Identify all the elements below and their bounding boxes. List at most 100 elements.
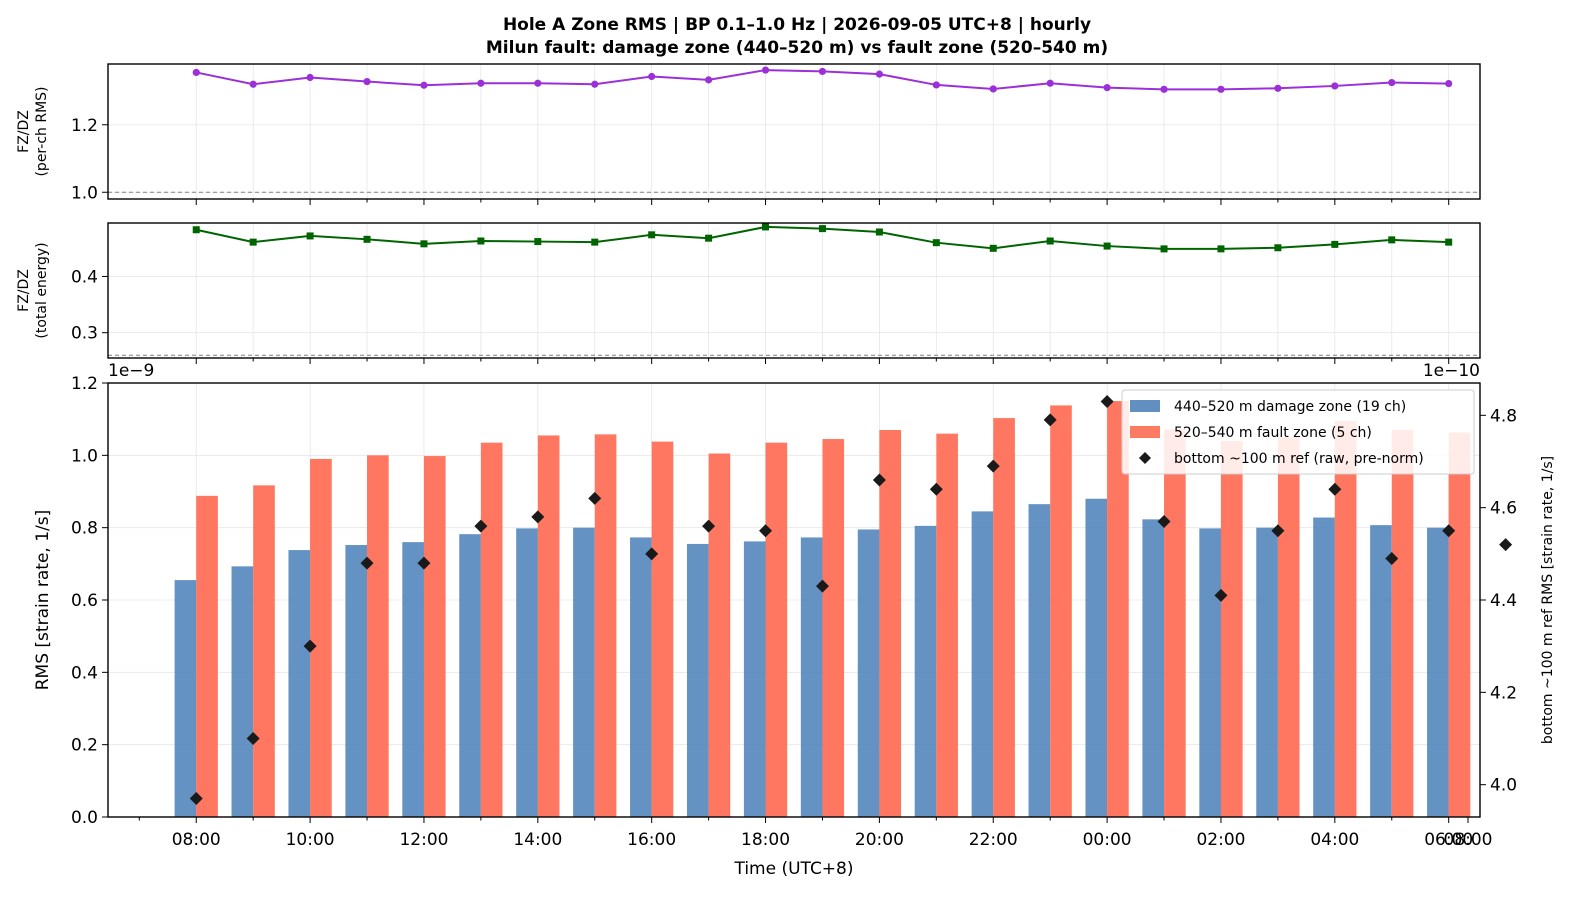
damage-zone-bar bbox=[914, 525, 937, 817]
reference-point bbox=[474, 519, 488, 533]
damage-zone-bar bbox=[1370, 525, 1392, 817]
energy-ratio-point bbox=[477, 237, 485, 245]
bar-xtick-label: 10:00 bbox=[286, 830, 335, 850]
energy-ratio-point bbox=[1274, 244, 1282, 252]
rms-ratio-ytick-label: 1.2 bbox=[71, 116, 98, 136]
bar-ytick-label: 0.8 bbox=[71, 519, 98, 539]
damage-zone-bar bbox=[459, 534, 481, 817]
reference-point bbox=[1499, 538, 1513, 552]
fault-zone-bar bbox=[651, 441, 674, 817]
rms-bar-panel: 0.0 0.2 0.4 0.6 0.8 1.0 1.2 4.0 4.2 4.4 4.6 4.8 1e−9… bbox=[33, 361, 1556, 879]
legend-label: 440–520 m damage zone (19 ch) bbox=[1174, 399, 1406, 415]
bar-y2tick-label: 4.8 bbox=[1490, 406, 1517, 426]
bar-ytick-label: 0.0 bbox=[71, 808, 98, 828]
bar-xtick-label: 00:00 bbox=[1083, 830, 1132, 850]
damage-zone-bar bbox=[1427, 527, 1449, 817]
left-axis-offset-label: 1e−9 bbox=[108, 361, 154, 381]
reference-point bbox=[645, 547, 659, 561]
energy-ratio-point bbox=[363, 235, 371, 243]
fault-zone-bar bbox=[1391, 430, 1414, 817]
fault-zone-bar bbox=[423, 456, 446, 817]
damage-zone-bar bbox=[800, 537, 823, 817]
rms-ratio-point bbox=[932, 81, 940, 89]
energy-ratio-point bbox=[1160, 245, 1168, 253]
reference-point bbox=[1214, 588, 1228, 602]
legend-box bbox=[1121, 389, 1475, 475]
energy-ratio-frame bbox=[107, 222, 1481, 359]
rms-ratio-point bbox=[1217, 85, 1225, 93]
fault-zone-bar bbox=[1220, 440, 1243, 817]
fault-zone-bar bbox=[1277, 437, 1300, 817]
bar-xtick-label: 08:00 bbox=[172, 830, 221, 850]
reference-point bbox=[360, 556, 374, 570]
rms-ratio-point bbox=[705, 76, 713, 84]
reference-point bbox=[1385, 551, 1399, 565]
bar-ytick-label: 1.0 bbox=[71, 446, 98, 466]
rms-ratio-point bbox=[1445, 79, 1453, 88]
rms-ratio-point bbox=[1274, 84, 1282, 92]
reference-point bbox=[189, 792, 203, 806]
fault-zone-bar bbox=[253, 485, 275, 817]
rms-ratio-point bbox=[249, 80, 257, 88]
rms-ratio-point bbox=[534, 79, 542, 87]
legend-label: bottom ~100 m ref (raw, pre-norm) bbox=[1174, 451, 1424, 467]
rms-ratio-point bbox=[1103, 84, 1111, 92]
damage-zone-bar bbox=[345, 545, 368, 817]
damage-zone-bar bbox=[1085, 498, 1108, 817]
bar-y2tick-label: 4.4 bbox=[1490, 591, 1517, 611]
damage-zone-bar bbox=[1028, 504, 1051, 817]
reference-point bbox=[417, 556, 431, 570]
reference-point bbox=[1100, 394, 1114, 408]
bar-xlabel: Time (UTC+8) bbox=[733, 859, 853, 879]
bar-y2tick-label: 4.2 bbox=[1490, 683, 1517, 703]
fault-zone-bar bbox=[1334, 420, 1357, 817]
energy-ratio-ytick-label: 0.4 bbox=[71, 267, 98, 287]
fault-zone-bar bbox=[822, 439, 845, 817]
bar-ytick-label: 0.4 bbox=[71, 663, 98, 683]
bar-y2tick-label: 4.6 bbox=[1490, 499, 1517, 519]
damage-zone-bar bbox=[971, 511, 994, 817]
energy-ratio-point bbox=[989, 244, 997, 252]
rms-ratio-point bbox=[477, 79, 485, 87]
bar-xtick-label: 16:00 bbox=[627, 830, 676, 850]
legend-label: 520–540 m fault zone (5 ch) bbox=[1174, 425, 1372, 441]
damage-zone-bar bbox=[1199, 528, 1221, 817]
rms-ratio-point bbox=[363, 77, 371, 86]
energy-ratio-point bbox=[1331, 240, 1339, 248]
fault-zone-bar bbox=[310, 458, 332, 817]
energy-ratio-point bbox=[249, 238, 257, 246]
energy-ratio-point bbox=[420, 240, 428, 248]
rms-ratio-point bbox=[648, 72, 656, 81]
bar-ytick-label: 1.2 bbox=[71, 374, 98, 394]
reference-point bbox=[1328, 482, 1342, 496]
energy-ratio-point bbox=[818, 225, 826, 233]
bar-y2tick-label: 4.0 bbox=[1490, 776, 1517, 796]
bar-xtick-label: 18:00 bbox=[741, 830, 790, 850]
fault-zone-bar bbox=[1448, 432, 1471, 817]
reference-point bbox=[1157, 515, 1171, 529]
reference-point bbox=[929, 482, 943, 496]
fault-zone-bar bbox=[367, 455, 389, 817]
fault-zone-bar bbox=[708, 453, 731, 817]
energy-ratio-point bbox=[648, 231, 656, 239]
damage-zone-bar bbox=[686, 543, 709, 817]
damage-zone-bar bbox=[1313, 517, 1335, 817]
reference-point bbox=[1271, 524, 1285, 538]
fault-zone-bar bbox=[879, 430, 902, 817]
damage-zone-bar bbox=[630, 537, 652, 817]
bar-xtick-label: 22:00 bbox=[969, 830, 1018, 850]
bar-xtick-label: 08:00 bbox=[1444, 830, 1493, 850]
energy-ratio-point bbox=[875, 228, 883, 236]
damage-zone-bar bbox=[174, 580, 197, 817]
reference-point bbox=[1043, 413, 1057, 427]
rms-ratio-ylabel-line1: FZ/DZ bbox=[16, 110, 32, 153]
energy-ratio-point bbox=[932, 239, 940, 247]
right-axis-offset-label: 1e−10 bbox=[1423, 361, 1480, 381]
fault-zone-bar bbox=[1164, 429, 1186, 817]
fault-zone-bar bbox=[936, 433, 958, 817]
rms-ratio-ylabel-line2: (per-ch RMS) bbox=[34, 86, 50, 176]
rms-ratio-point bbox=[818, 67, 827, 76]
energy-ratio-point bbox=[1046, 237, 1054, 245]
damage-zone-bar bbox=[231, 566, 254, 817]
